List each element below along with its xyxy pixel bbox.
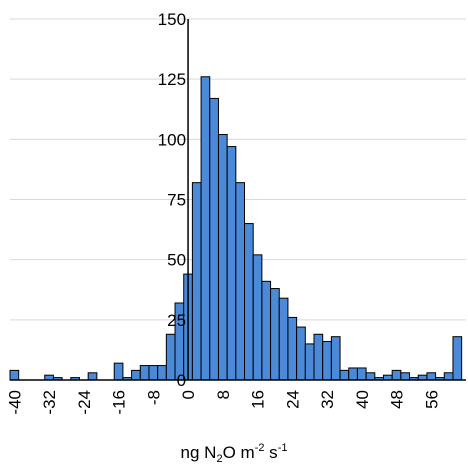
histogram-bar [339,369,350,381]
x-tick-label: 32 [318,390,337,409]
histogram-bar [252,254,263,381]
histogram-bar [235,182,246,381]
histogram-bar [322,340,332,381]
x-tick-label: 0 [179,390,198,399]
y-tick-label: 150 [158,10,186,29]
histogram-bar [148,365,159,381]
histogram-bar [191,182,202,381]
histogram-bar [165,333,176,381]
histogram-bar [356,367,367,381]
histogram-bar [157,365,167,381]
histogram-bar [278,297,289,381]
histogram-bar [209,97,219,381]
y-tick-label: 125 [158,70,186,89]
x-tick-label: 56 [422,390,441,409]
histogram-bar [87,372,98,381]
histogram-bar [313,333,324,381]
histogram-bar [270,288,280,381]
x-tick-label: -16 [110,390,129,415]
x-tick-label: 40 [353,390,372,409]
histogram-bar [226,146,237,381]
y-tick-label: 25 [167,311,186,330]
x-tick-label: -32 [40,390,59,415]
histogram-bar [9,369,20,381]
y-tick-label: 0 [177,371,186,390]
histogram-bar [452,336,463,381]
histogram-bar [217,134,228,381]
histogram-bar [200,76,211,381]
histogram-bar [330,336,341,381]
histogram-bar [304,343,315,381]
histogram-bar [287,316,298,381]
histogram-bar [365,372,376,381]
y-tick-labels: 0 25 50 75 100 125 150 [158,10,186,390]
x-tick-label: 48 [388,390,407,409]
histogram-bar [391,369,402,381]
x-tick-label: 24 [283,390,302,409]
histogram-bar [131,369,141,381]
x-tick-label: 8 [214,390,233,399]
histogram-bars [9,76,463,381]
x-tick-label: -40 [5,390,24,415]
x-tick-label: -8 [144,390,163,405]
histogram-bar [400,372,411,381]
y-tick-label: 100 [158,130,186,149]
histogram-bar [261,280,272,381]
x-axis-label: ng N2O m-2 s-1 [181,442,288,465]
histogram-bar [426,372,437,381]
x-tick-label: 16 [249,390,268,409]
histogram-bar [244,223,254,381]
y-tick-label: 50 [167,251,186,270]
x-tick-label: -24 [75,390,94,415]
histogram-bar [296,326,306,381]
y-tick-label: 75 [167,191,186,210]
histogram-bar [113,362,124,381]
histogram-bar [443,372,454,381]
histogram-bar [139,365,150,381]
histogram-bar [348,367,358,381]
x-tick-labels: -40 -32 -24 -16 -8 0 8 16 24 32 40 48 56 [5,390,441,415]
